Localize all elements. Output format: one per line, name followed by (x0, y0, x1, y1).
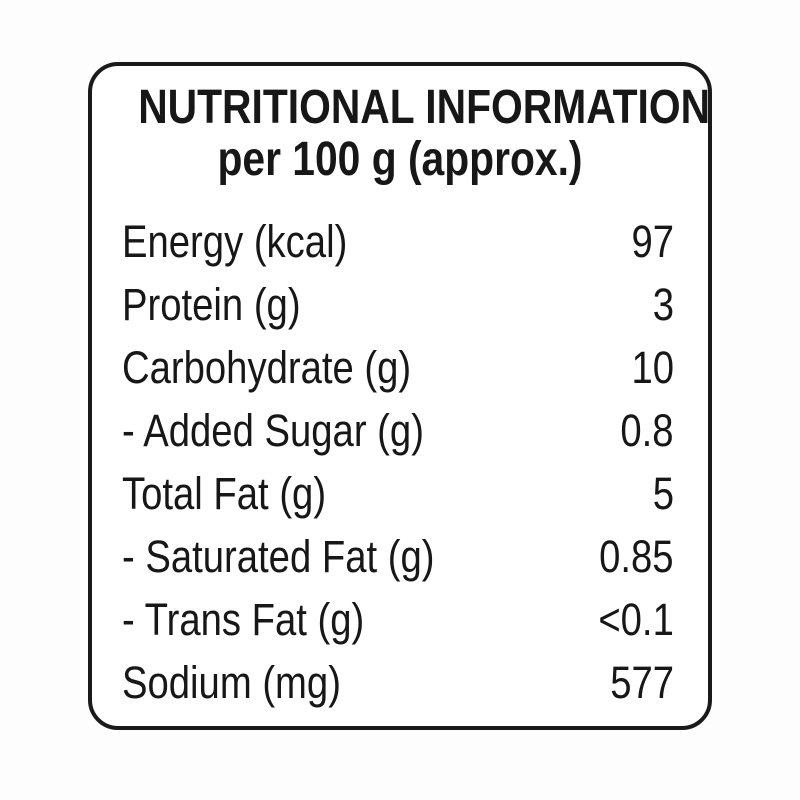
nutrient-name: Sodium (mg) (122, 657, 341, 708)
label-title-line1: NUTRITIONAL INFORMATION (138, 81, 711, 134)
nutrient-table: Energy (kcal) 97 Protein (g) 3 Carbohydr… (92, 186, 708, 714)
nutrient-name: Total Fat (g) (122, 468, 327, 519)
nutrient-name: Carbohydrate (g) (122, 342, 412, 393)
nutrient-value: 5 (652, 468, 674, 519)
nutrient-name: - Trans Fat (g) (122, 594, 365, 645)
nutrient-row-carbohydrate: Carbohydrate (g) 10 (122, 336, 674, 399)
nutrient-row-saturated-fat: - Saturated Fat (g) 0.85 (122, 525, 674, 588)
label-title-line2: per 100 g (approx.) (217, 133, 583, 186)
nutrient-row-sodium: Sodium (mg) 577 (122, 651, 674, 714)
label-title: NUTRITIONAL INFORMATION per 100 g (appro… (92, 66, 711, 186)
nutrient-row-energy: Energy (kcal) 97 (122, 210, 674, 273)
nutrient-row-trans-fat: - Trans Fat (g) <0.1 (122, 588, 674, 651)
nutrient-value: <0.1 (598, 594, 674, 645)
nutrient-row-added-sugar: - Added Sugar (g) 0.8 (122, 399, 674, 462)
nutrition-label-card: NUTRITIONAL INFORMATION per 100 g (appro… (88, 62, 712, 730)
nutrient-row-total-fat: Total Fat (g) 5 (122, 462, 674, 525)
nutrient-name: - Added Sugar (g) (122, 405, 424, 456)
nutrient-name: Energy (kcal) (122, 216, 348, 267)
nutrient-value: 3 (652, 279, 674, 330)
nutrient-name: Protein (g) (122, 279, 301, 330)
nutrient-value: 97 (631, 216, 674, 267)
nutrient-value: 0.85 (599, 531, 674, 582)
nutrient-value: 10 (631, 342, 674, 393)
nutrient-row-protein: Protein (g) 3 (122, 273, 674, 336)
nutrient-name: - Saturated Fat (g) (122, 531, 435, 582)
nutrient-value: 577 (610, 657, 674, 708)
nutrient-value: 0.8 (620, 405, 674, 456)
